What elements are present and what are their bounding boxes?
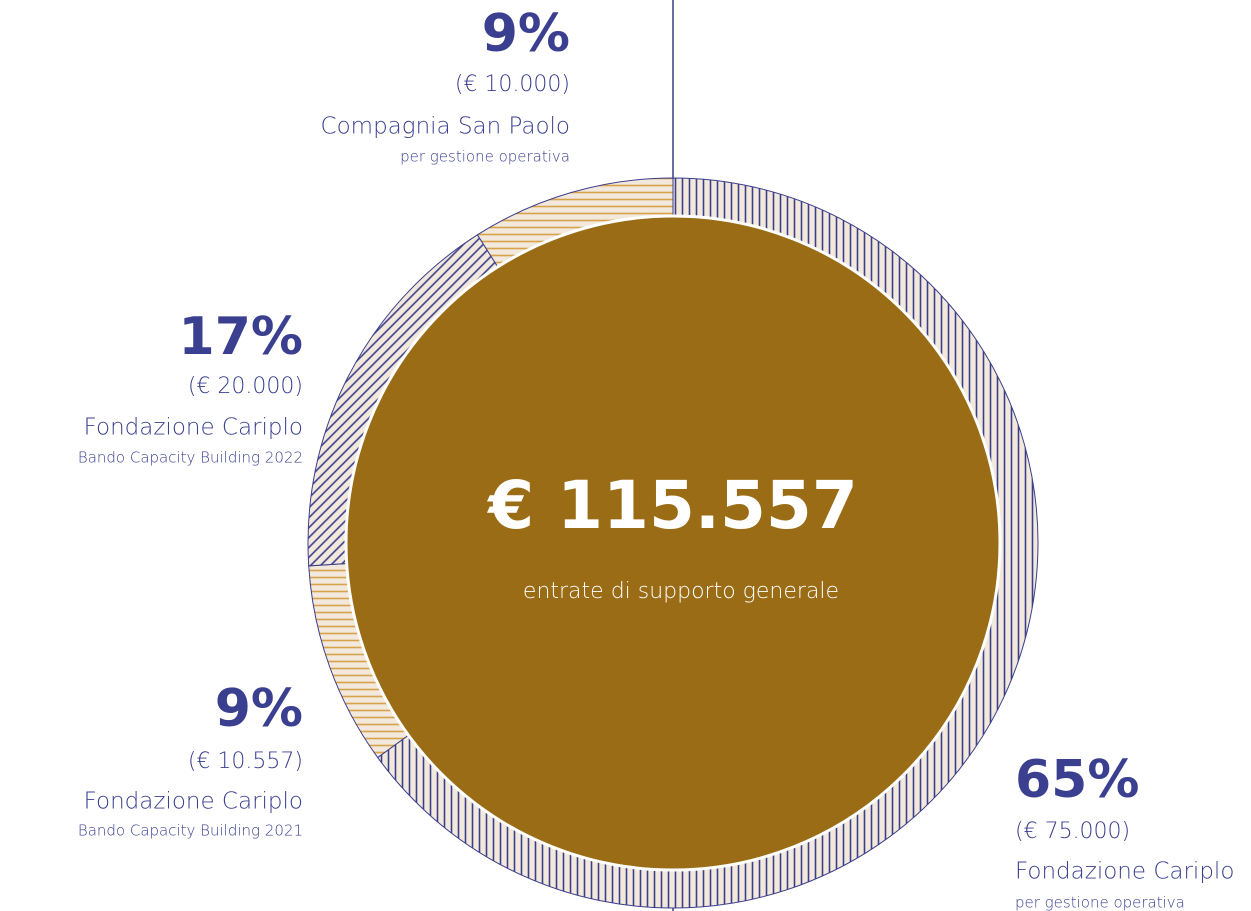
percent-label: 9% xyxy=(215,679,303,739)
category-label: Fondazione Cariplo xyxy=(84,789,303,815)
subtitle-label: Bando Capacity Building 2022 xyxy=(78,449,303,467)
center-value: € 115.557 xyxy=(486,467,858,544)
amount-label: (€ 75.000) xyxy=(1015,819,1130,844)
center-label: entrate di supporto generale xyxy=(523,579,839,604)
subtitle-label: per gestione operativa xyxy=(1015,894,1185,911)
percent-label: 65% xyxy=(1015,750,1139,810)
percent-label: 17% xyxy=(179,307,303,367)
center-disk xyxy=(344,214,1002,872)
category-label: Fondazione Cariplo xyxy=(1015,859,1234,885)
amount-label: (€ 20.000) xyxy=(188,374,303,399)
category-label: Fondazione Cariplo xyxy=(84,415,303,441)
amount-label: (€ 10.557) xyxy=(188,749,303,774)
subtitle-label: Bando Capacity Building 2021 xyxy=(78,822,303,840)
percent-label: 9% xyxy=(482,4,570,64)
amount-label: (€ 10.000) xyxy=(455,72,570,97)
category-label: Compagnia San Paolo xyxy=(321,114,570,140)
subtitle-label: per gestione operativa xyxy=(400,148,570,166)
